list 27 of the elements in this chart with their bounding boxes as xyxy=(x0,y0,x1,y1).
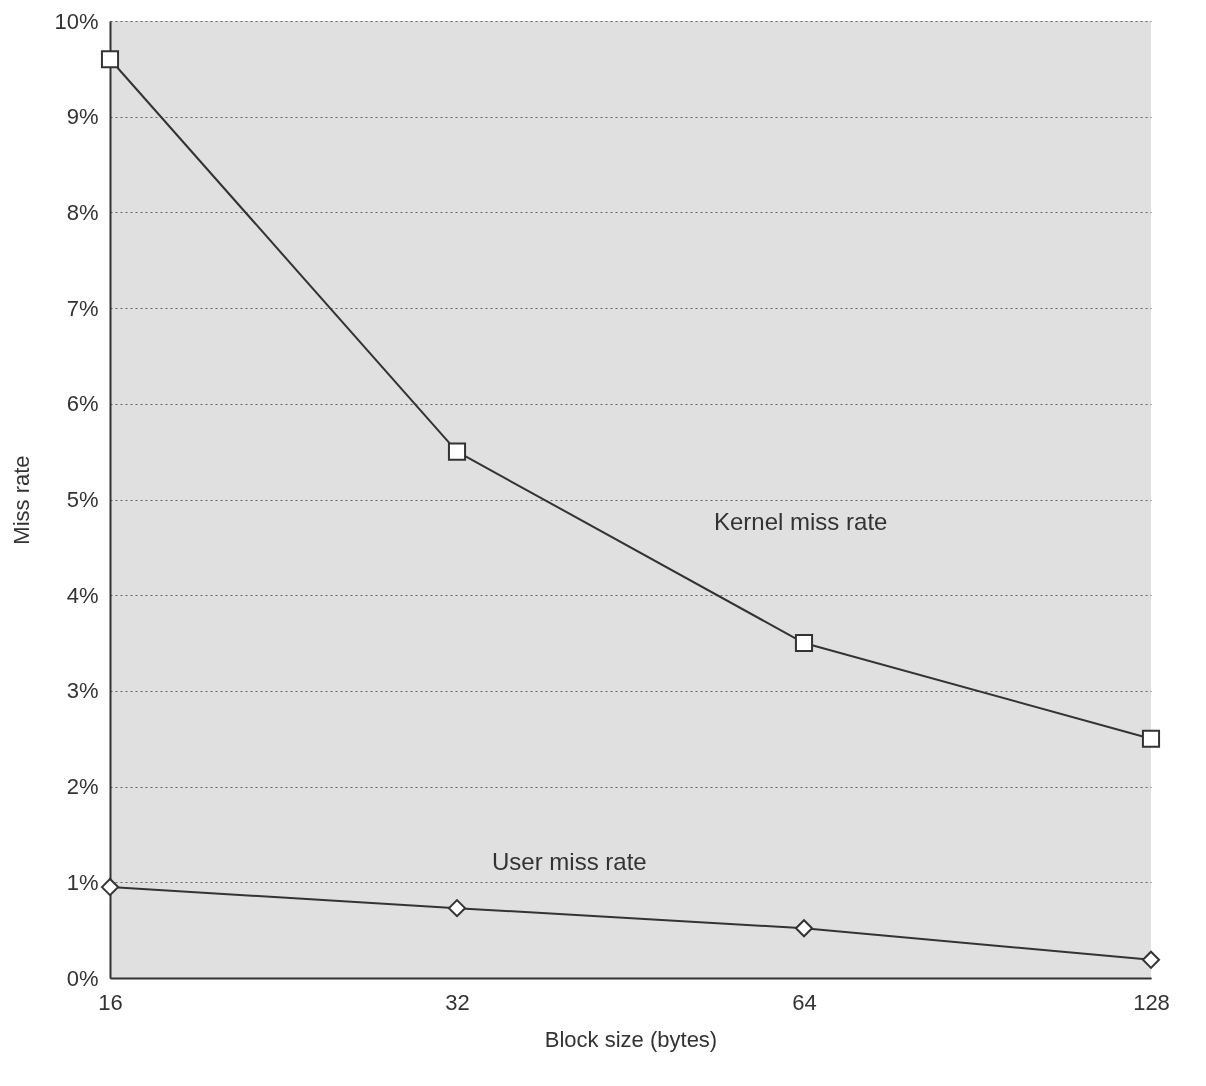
point xyxy=(794,919,814,938)
x-axis-title: Block size (bytes) xyxy=(544,1026,718,1052)
x-tick-label: 64 xyxy=(792,989,817,1015)
x-tick-label: 32 xyxy=(445,989,470,1015)
y-tick-label: 5% xyxy=(66,487,99,512)
point xyxy=(100,50,120,69)
y-tick-label: 9% xyxy=(66,104,99,130)
x-tick-label: 16 xyxy=(98,989,123,1015)
y-tick-label: 10% xyxy=(54,8,99,34)
y-tick-label: 8% xyxy=(66,199,99,225)
series-label: User miss rate xyxy=(492,848,647,876)
point xyxy=(447,899,467,918)
point xyxy=(794,633,814,653)
x-tick-label: 128 xyxy=(1133,989,1170,1015)
y-tick-label: 3% xyxy=(66,678,99,704)
y-tick-label: 0% xyxy=(66,965,99,991)
y-tick-label: 2% xyxy=(66,774,99,800)
text: Kernel miss rate xyxy=(714,508,888,536)
y-axis-title: Miss rate xyxy=(9,455,35,545)
point xyxy=(1141,950,1161,969)
y-tick-label: 6% xyxy=(66,391,99,417)
y-tick-label: 1% xyxy=(66,869,99,895)
point xyxy=(1141,729,1161,748)
y-tick-label: 4% xyxy=(66,582,99,608)
y-tick-label: 7% xyxy=(66,295,99,321)
point xyxy=(447,442,467,461)
point xyxy=(100,878,120,897)
